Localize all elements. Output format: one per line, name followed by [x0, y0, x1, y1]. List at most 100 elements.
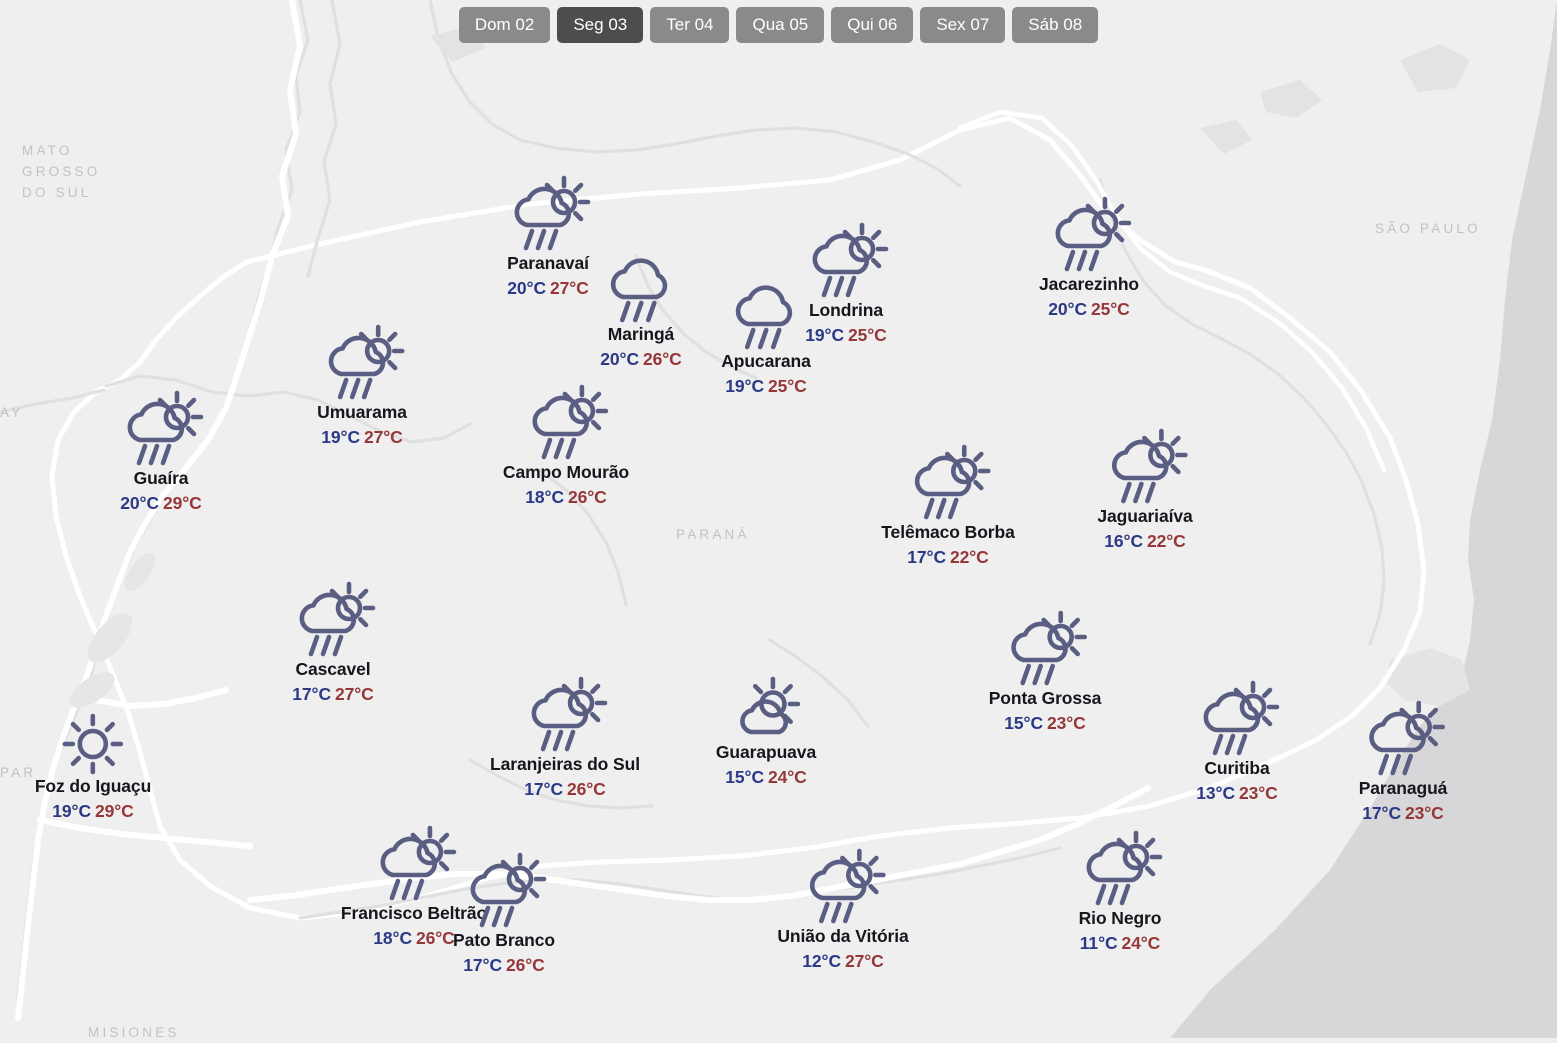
- city-name: Paranavaí: [507, 253, 589, 273]
- city-temperatures: 20°C 25°C: [1048, 299, 1130, 320]
- city-temperatures: 19°C 25°C: [805, 325, 887, 346]
- temp-max: 22°C: [1147, 531, 1186, 551]
- temp-min: 15°C: [1004, 713, 1043, 733]
- temp-min: 13°C: [1196, 783, 1235, 803]
- day-tab-5[interactable]: Sex 07: [920, 7, 1006, 43]
- city-temperatures: 12°C 27°C: [802, 951, 884, 972]
- temp-min: 15°C: [725, 767, 764, 787]
- sun-cloud-rain-icon: [803, 222, 889, 302]
- city-marker-jacarezinho[interactable]: Jacarezinho 20°C 25°C: [1039, 196, 1139, 320]
- city-name: Pato Branco: [453, 930, 555, 950]
- temp-max: 24°C: [768, 767, 807, 787]
- temp-max: 29°C: [163, 493, 202, 513]
- sun-cloud-rain-icon: [461, 852, 547, 932]
- city-name: Maringá: [607, 324, 675, 344]
- city-temperatures: 19°C 27°C: [321, 427, 403, 448]
- temp-min: 17°C: [292, 684, 331, 704]
- sun-cloud-rain-icon: [290, 581, 376, 661]
- city-marker-pato-branco[interactable]: Pato Branco 17°C 26°C: [453, 852, 555, 976]
- temp-max: 25°C: [1091, 299, 1130, 319]
- city-temperatures: 17°C 26°C: [463, 955, 545, 976]
- city-marker-uni-o-da-vit-ria[interactable]: União da Vitória 12°C 27°C: [777, 848, 909, 972]
- city-marker-foz-do-igua-u[interactable]: Foz do Iguaçu 19°C 29°C: [35, 710, 151, 822]
- city-name: União da Vitória: [777, 926, 909, 946]
- temp-max: 23°C: [1405, 803, 1444, 823]
- temp-max: 27°C: [550, 278, 589, 298]
- temp-min: 12°C: [802, 951, 841, 971]
- city-name: Francisco Beltrão: [340, 903, 488, 923]
- sun-cloud-rain-icon: [800, 848, 886, 928]
- temp-min: 20°C: [1048, 299, 1087, 319]
- city-name: Apucarana: [721, 351, 811, 371]
- temp-max: 26°C: [566, 779, 606, 799]
- city-marker-jaguaria-va[interactable]: Jaguariaíva 16°C 22°C: [1097, 428, 1193, 552]
- day-tab-4[interactable]: Qui 06: [831, 7, 914, 43]
- cloud-rain-icon: [726, 277, 806, 353]
- city-temperatures: 13°C 23°C: [1196, 783, 1278, 804]
- coast-bay-area: [1386, 648, 1470, 706]
- city-temperatures: 18°C 26°C: [373, 928, 455, 949]
- sun-cloud-rain-icon: [1002, 610, 1088, 690]
- city-temperatures: 18°C 26°C: [525, 487, 607, 508]
- city-marker-ponta-grossa[interactable]: Ponta Grossa 15°C 23°C: [988, 610, 1102, 734]
- city-marker-laranjeiras-do-sul[interactable]: Laranjeiras do Sul 17°C 26°C: [490, 676, 640, 800]
- parana-state-border: [49, 115, 1427, 921]
- city-marker-tel-maco-borba[interactable]: Telêmaco Borba 17°C 22°C: [881, 444, 1015, 568]
- temp-min: 17°C: [907, 547, 946, 567]
- temp-min: 16°C: [1104, 531, 1143, 551]
- city-marker-umuarama[interactable]: Umuarama 19°C 27°C: [317, 324, 407, 448]
- city-marker-guarapuava[interactable]: Guarapuava 15°C 24°C: [716, 676, 816, 788]
- day-tab-3[interactable]: Qua 05: [736, 7, 825, 43]
- sun-cloud-rain-icon: [1360, 700, 1446, 780]
- temp-min: 19°C: [805, 325, 844, 345]
- temp-max: 23°C: [1239, 783, 1278, 803]
- city-marker-gua-ra[interactable]: Guaíra 20°C 29°C: [118, 390, 204, 514]
- cloud-rain-icon: [601, 250, 681, 326]
- city-marker-rio-negro[interactable]: Rio Negro 11°C 24°C: [1077, 830, 1163, 954]
- temp-max: 27°C: [335, 684, 374, 704]
- city-marker-curitiba[interactable]: Curitiba 13°C 23°C: [1194, 680, 1280, 804]
- city-marker-paranagu-[interactable]: Paranaguá 17°C 23°C: [1358, 700, 1448, 824]
- temp-max: 25°C: [848, 325, 887, 345]
- city-marker-apucarana[interactable]: Apucarana 19°C 25°C: [721, 277, 811, 397]
- sun-cloud-icon: [731, 676, 801, 744]
- city-temperatures: 16°C 22°C: [1104, 531, 1186, 552]
- city-marker-paranava-[interactable]: Paranavaí 20°C 27°C: [505, 175, 591, 299]
- city-name: Londrina: [808, 300, 884, 320]
- temp-min: 17°C: [1362, 803, 1401, 823]
- reservoir-layer: [69, 553, 156, 708]
- city-temperatures: 20°C 27°C: [507, 278, 589, 299]
- day-tab-1[interactable]: Seg 03: [557, 7, 644, 43]
- city-name: Umuarama: [317, 402, 407, 422]
- city-marker-maring-[interactable]: Maringá 20°C 26°C: [600, 250, 682, 370]
- city-name: Laranjeiras do Sul: [490, 754, 640, 774]
- city-name: Cascavel: [295, 659, 371, 679]
- sun-cloud-rain-icon: [522, 676, 608, 756]
- sun-icon: [59, 710, 127, 778]
- sun-cloud-rain-icon: [523, 384, 609, 464]
- city-marker-cascavel[interactable]: Cascavel 17°C 27°C: [290, 581, 376, 705]
- ocean-area: [1170, 0, 1557, 1038]
- sun-cloud-rain-icon: [1102, 428, 1188, 508]
- day-tab-0[interactable]: Dom 02: [458, 7, 551, 43]
- city-name: Ponta Grossa: [988, 688, 1102, 708]
- city-name: Guaíra: [133, 468, 189, 488]
- temp-max: 26°C: [567, 487, 607, 507]
- city-temperatures: 17°C 26°C: [524, 779, 606, 800]
- city-marker-francisco-beltr-o[interactable]: Francisco Beltrão 18°C 26°C: [341, 825, 487, 949]
- city-name: Foz do Iguaçu: [34, 776, 152, 796]
- temp-min: 20°C: [120, 493, 159, 513]
- sun-cloud-rain-icon: [118, 390, 204, 470]
- city-marker-campo-mour-o[interactable]: Campo Mourão 18°C 26°C: [503, 384, 629, 508]
- city-marker-londrina[interactable]: Londrina 19°C 25°C: [803, 222, 889, 346]
- sun-cloud-rain-icon: [371, 825, 457, 905]
- sun-cloud-rain-icon: [319, 324, 405, 404]
- temp-min: 18°C: [525, 487, 564, 507]
- major-rivers-layer: [15, 0, 1151, 1021]
- city-name: Paranaguá: [1358, 778, 1448, 798]
- temp-max: 26°C: [643, 349, 682, 369]
- day-tab-6[interactable]: Sáb 08: [1012, 7, 1099, 43]
- day-tab-2[interactable]: Ter 04: [650, 7, 730, 43]
- temp-min: 17°C: [463, 955, 502, 975]
